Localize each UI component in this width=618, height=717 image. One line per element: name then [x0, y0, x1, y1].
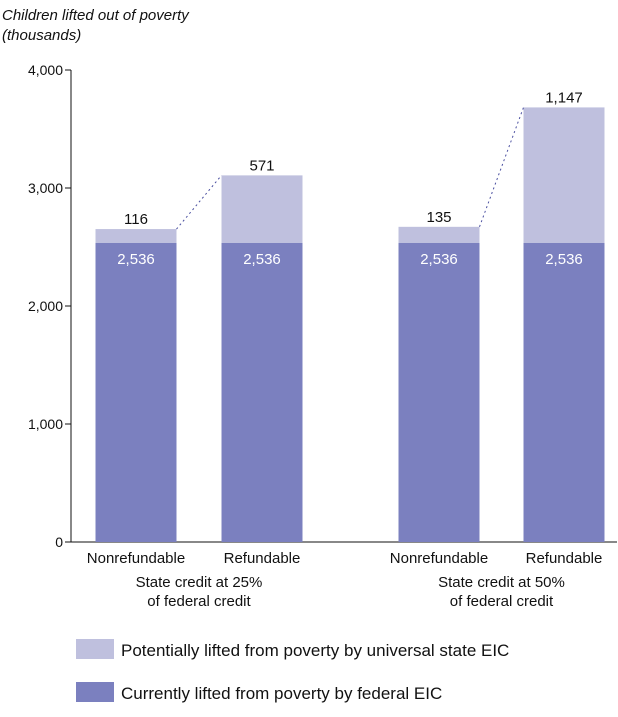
legend-swatch: [76, 639, 114, 659]
bar-state-eic: [523, 107, 605, 243]
group-label-line: State credit at 50%: [438, 574, 565, 591]
y-axis-label-line-1: Children lifted out of poverty: [2, 7, 190, 24]
x-category-label: Nonrefundable: [87, 550, 185, 567]
bar-state-eic: [95, 229, 177, 243]
data-label-federal: 2,536: [243, 251, 281, 268]
group-label-line: State credit at 25%: [136, 574, 263, 591]
x-category-label: Refundable: [526, 550, 603, 567]
data-label-federal: 2,536: [545, 251, 583, 268]
y-tick-label: 4,000: [28, 62, 63, 78]
data-label-state: 116: [124, 211, 148, 228]
y-axis-label-line-2: (thousands): [2, 27, 81, 44]
group-label: State credit at 25% of federal credit: [136, 574, 263, 610]
bar-state-eic: [221, 175, 303, 243]
data-label-federal: 2,536: [420, 251, 458, 268]
y-tick-label: 3,000: [28, 180, 63, 196]
y-tick-label: 0: [55, 534, 63, 550]
legend-entry-label: Currently lifted from poverty by federal…: [121, 684, 442, 703]
data-label-state: 135: [426, 209, 451, 226]
legend-entry-label: Potentially lifted from poverty by unive…: [121, 641, 509, 660]
data-label-federal: 2,536: [117, 251, 155, 268]
data-labels: 2,536 116 2,536 571 2,536 135 2,536 1,147: [117, 89, 583, 267]
legend-swatch: [76, 682, 114, 702]
connector-line: [176, 175, 222, 230]
data-label-state: 571: [249, 157, 274, 174]
y-tick-label: 1,000: [28, 416, 63, 432]
bar-federal-eic: [523, 242, 605, 542]
group-label: State credit at 50% of federal credit: [438, 574, 565, 610]
data-label-state: 1,147: [545, 89, 583, 106]
bars: [95, 107, 605, 542]
group-label-line: of federal credit: [450, 593, 554, 610]
x-category-label: Refundable: [224, 550, 301, 567]
bar-federal-eic: [398, 242, 480, 542]
x-category-label: Nonrefundable: [390, 550, 488, 567]
y-axis-label: Children lifted out of poverty (thousand…: [2, 7, 193, 44]
y-tick-label: 2,000: [28, 298, 63, 314]
axes: 0 1,000 2,000 3,000 4,000 Nonrefundable Refund…: [28, 62, 617, 610]
legend: Potentially lifted from poverty by unive…: [76, 639, 509, 703]
bar-federal-eic: [95, 242, 177, 542]
group-label-line: of federal credit: [147, 593, 251, 610]
bar-state-eic: [398, 226, 480, 243]
connector-line: [479, 107, 524, 227]
bar-federal-eic: [221, 242, 303, 542]
